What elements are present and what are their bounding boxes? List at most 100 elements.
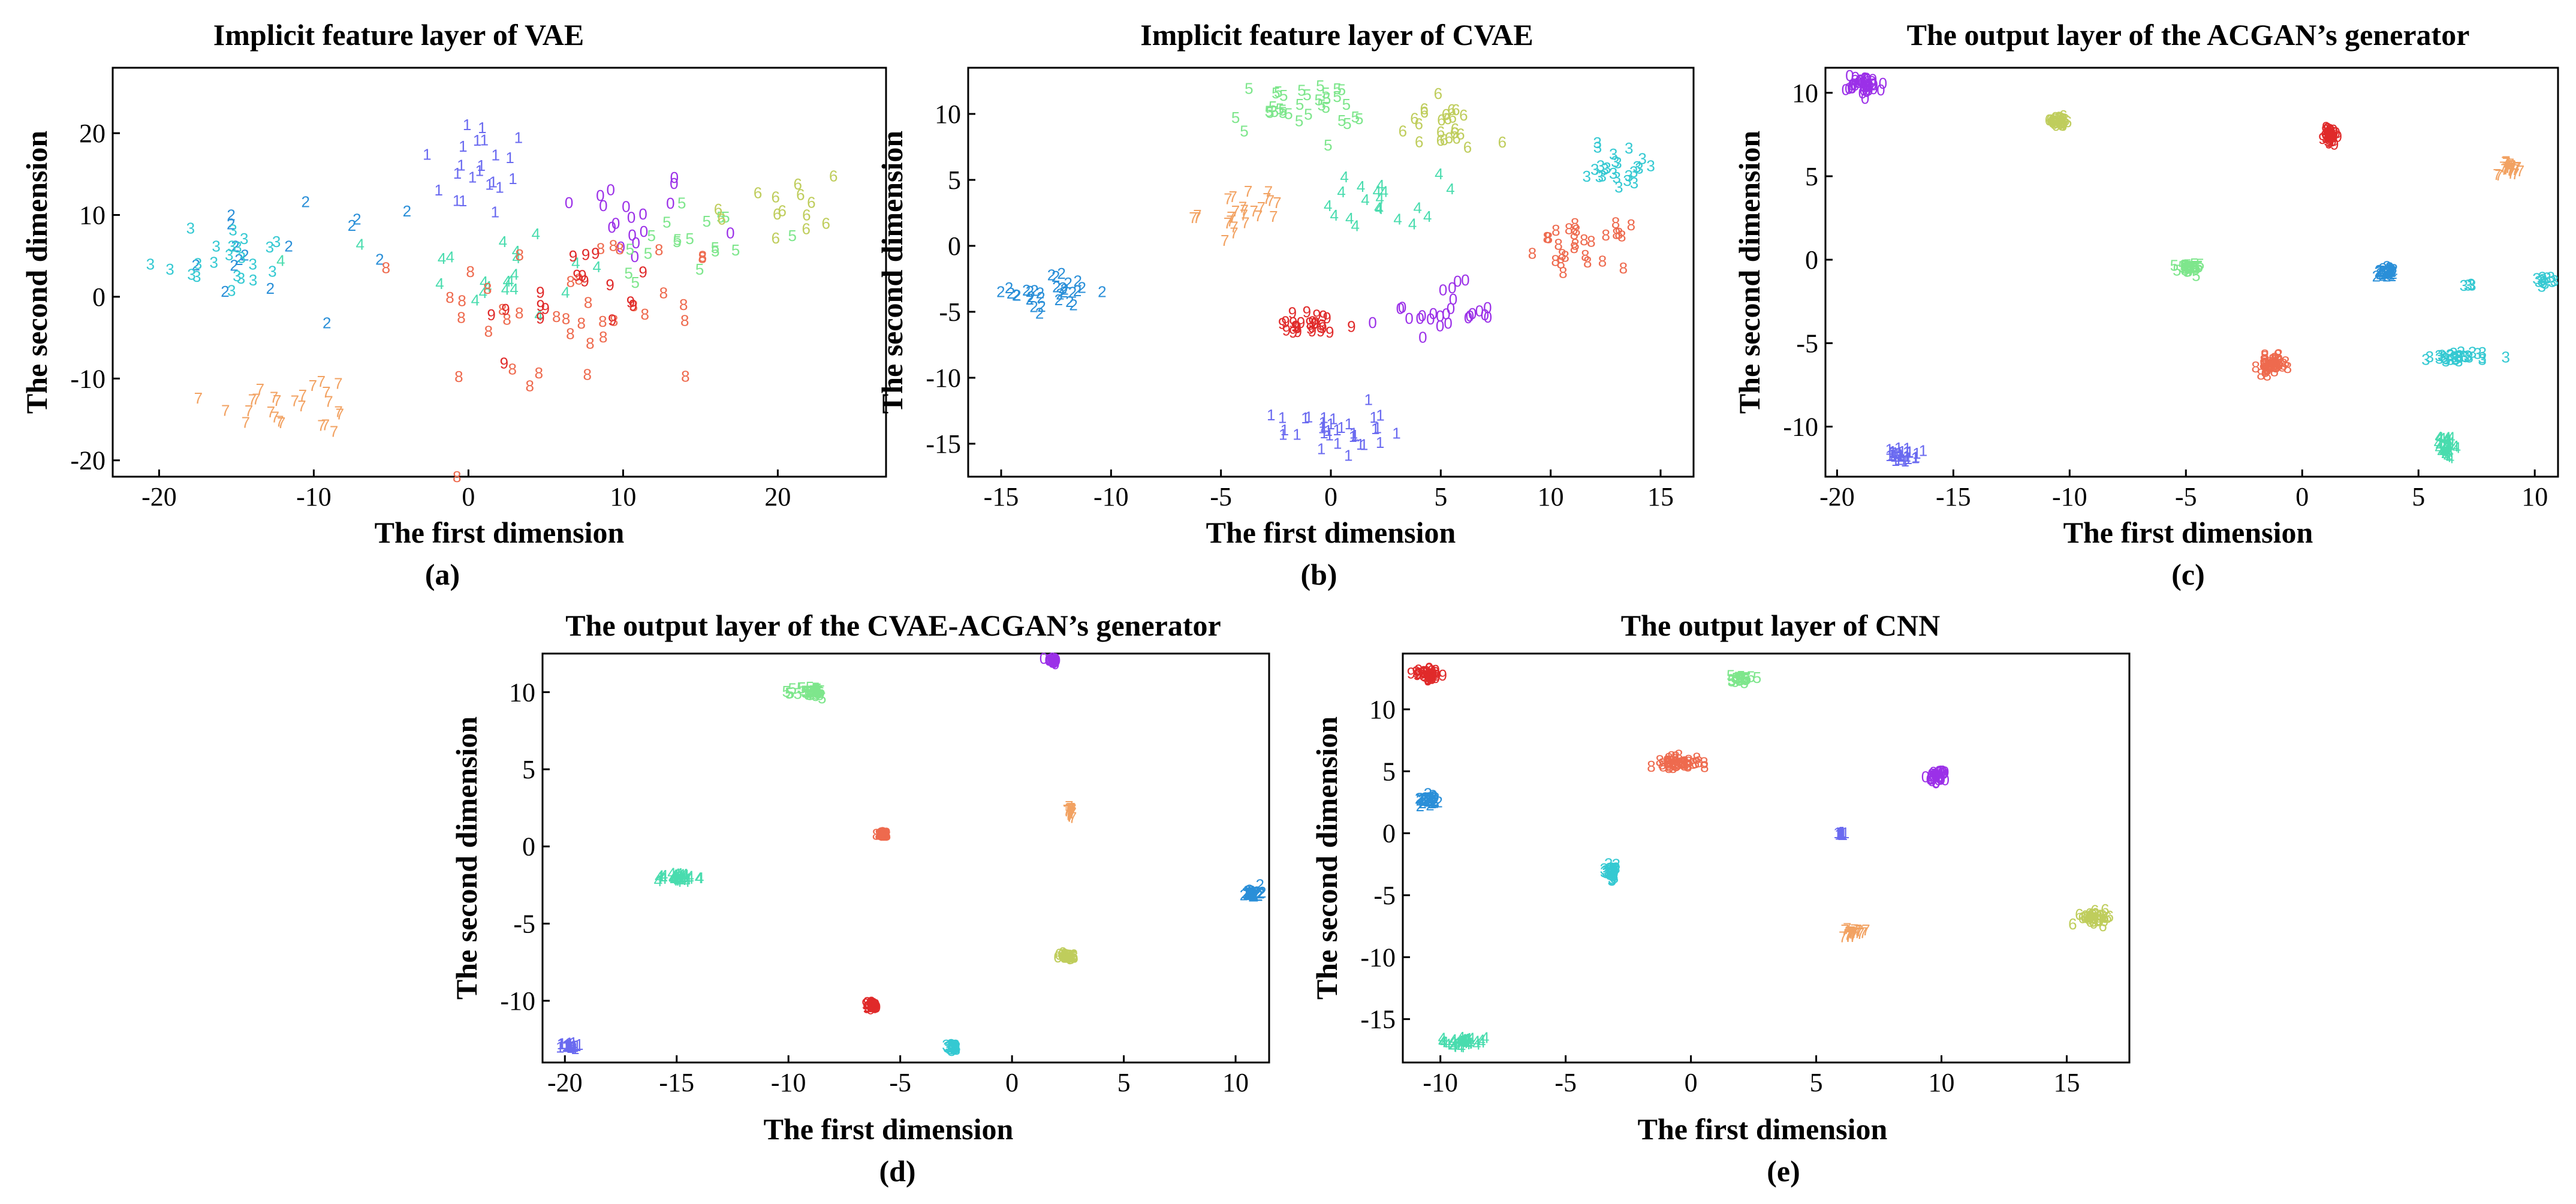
- scatter-point-digit-8: 8: [2274, 356, 2283, 374]
- scatter-point-digit-6: 6: [2051, 113, 2059, 131]
- scatter-point-digit-5: 5: [673, 231, 682, 249]
- scatter-point-digit-3: 3: [2550, 272, 2559, 290]
- scatter-point-digit-7: 7: [321, 416, 330, 434]
- scatter-point-digit-4: 4: [671, 868, 679, 886]
- scatter-point-digit-2: 2: [2378, 260, 2387, 278]
- scatter-point-digit-0: 0: [1857, 72, 1865, 90]
- scatter-point-digit-0: 0: [1051, 651, 1059, 669]
- x-tick-label: 20: [764, 482, 791, 511]
- scatter-point-digit-4: 4: [2443, 434, 2451, 452]
- scatter-point-digit-4: 4: [679, 869, 687, 887]
- scatter-point-digit-7: 7: [1230, 218, 1238, 236]
- scatter-point-digit-2: 2: [301, 193, 309, 211]
- scatter-point-digit-7: 7: [1263, 189, 1271, 207]
- scatter-point-digit-6: 6: [1436, 123, 1445, 141]
- y-tick-label: -20: [70, 446, 106, 475]
- scatter-point-digit-3: 3: [272, 233, 281, 251]
- y-tick-label: -5: [1796, 329, 1818, 358]
- scatter-point-digit-0: 0: [1845, 67, 1854, 85]
- scatter-point-digit-1: 1: [475, 162, 484, 180]
- scatter-point-digit-7: 7: [2506, 155, 2514, 173]
- scatter-point-digit-4: 4: [2441, 446, 2450, 464]
- scatter-point-digit-1: 1: [1281, 421, 1289, 439]
- scatter-point-digit-1: 1: [1278, 408, 1287, 426]
- panel-d-xlabel: The first dimension: [764, 1112, 1014, 1146]
- scatter-point-digit-2: 2: [2382, 264, 2391, 282]
- scatter-point-digit-8: 8: [2278, 357, 2286, 375]
- scatter-point-digit-4: 4: [2447, 434, 2455, 452]
- x-tick-label: 15: [1647, 482, 1674, 511]
- scatter-point-digit-4: 4: [2435, 428, 2443, 446]
- scatter-point-digit-1: 1: [1364, 391, 1372, 409]
- scatter-point-digit-1: 1: [1329, 410, 1337, 428]
- scatter-point-digit-0: 0: [606, 181, 614, 199]
- scatter-point-digit-5: 5: [716, 208, 725, 226]
- scatter-point-digit-7: 7: [317, 417, 326, 435]
- scatter-point-digit-4: 4: [561, 284, 570, 302]
- scatter-point-digit-0: 0: [1842, 80, 1850, 98]
- scatter-point-digit-2: 2: [1246, 884, 1254, 902]
- scatter-point-digit-4: 4: [667, 864, 676, 882]
- scatter-point-digit-8: 8: [2274, 353, 2283, 371]
- scatter-point-digit-7: 7: [271, 408, 279, 426]
- scatter-point-digit-2: 2: [221, 282, 229, 300]
- scatter-point-digit-0: 0: [1040, 649, 1048, 667]
- scatter-point-digit-2: 2: [1027, 288, 1035, 306]
- scatter-point-digit-4: 4: [2442, 444, 2450, 462]
- scatter-point-digit-4: 4: [1374, 198, 1382, 216]
- scatter-point-digit-7: 7: [248, 390, 257, 408]
- x-tick-label: -10: [1423, 1068, 1458, 1097]
- scatter-point-digit-0: 0: [1855, 73, 1863, 91]
- scatter-point-digit-1: 1: [1905, 443, 1914, 461]
- scatter-point-digit-2: 2: [1073, 282, 1081, 300]
- scatter-point-digit-1: 1: [1896, 446, 1905, 464]
- scatter-point-digit-7: 7: [1231, 202, 1240, 220]
- scatter-point-digit-9: 9: [2324, 124, 2333, 142]
- scatter-point-digit-2: 2: [348, 216, 356, 234]
- scatter-point-digit-9: 9: [1316, 322, 1325, 340]
- scatter-point-digit-4: 4: [479, 284, 487, 302]
- scatter-point-digit-1: 1: [1899, 451, 1908, 469]
- scatter-point-digit-7: 7: [1193, 206, 1201, 224]
- scatter-point-digit-2: 2: [1007, 284, 1015, 302]
- scatter-point-digit-3: 3: [2450, 348, 2458, 366]
- scatter-point-digit-3: 3: [952, 1038, 960, 1056]
- x-tick-label: 0: [1685, 1068, 1698, 1097]
- scatter-point-digit-5: 5: [1266, 104, 1274, 122]
- scatter-point-digit-7: 7: [2511, 161, 2519, 179]
- scatter-point-digit-4: 4: [2453, 439, 2461, 457]
- scatter-point-digit-5: 5: [1333, 80, 1341, 98]
- scatter-point-digit-7: 7: [2508, 160, 2516, 178]
- scatter-point-digit-5: 5: [1333, 88, 1341, 106]
- scatter-point-digit-1: 1: [1895, 444, 1903, 462]
- scatter-point-digit-2: 2: [2385, 259, 2394, 277]
- scatter-point-digit-6: 6: [2063, 113, 2072, 131]
- scatter-point-digit-1: 1: [1891, 444, 1899, 462]
- y-tick-label: 0: [92, 282, 106, 312]
- scatter-point-digit-3: 3: [1582, 167, 1590, 185]
- scatter-point-digit-4: 4: [675, 865, 683, 883]
- scatter-point-digit-2: 2: [1005, 279, 1013, 297]
- scatter-point-digit-3: 3: [1625, 139, 1633, 157]
- scatter-point-digit-1: 1: [1885, 441, 1894, 459]
- scatter-point-digit-9: 9: [1292, 317, 1300, 335]
- scatter-point-digit-2: 2: [1098, 283, 1106, 301]
- scatter-point-digit-4: 4: [2441, 442, 2450, 460]
- scatter-point-digit-1: 1: [1894, 450, 1902, 468]
- scatter-point-digit-7: 7: [267, 403, 275, 421]
- scatter-point-digit-8: 8: [1565, 220, 1573, 238]
- scatter-point-digit-4: 4: [2446, 449, 2454, 467]
- scatter-point-digit-5: 5: [1343, 115, 1351, 133]
- scatter-point-digit-6: 6: [2058, 110, 2066, 128]
- scatter-point-digit-9: 9: [569, 247, 577, 265]
- scatter-point-digit-3: 3: [2478, 344, 2487, 362]
- scatter-point-digit-5: 5: [2178, 257, 2186, 275]
- scatter-point-digit-8: 8: [583, 366, 591, 384]
- scatter-point-digit-8: 8: [659, 284, 668, 302]
- scatter-point-digit-5: 5: [2180, 259, 2188, 277]
- scatter-point-digit-6: 6: [2054, 108, 2063, 126]
- scatter-point-digit-6: 6: [1436, 131, 1445, 149]
- scatter-point-digit-0: 0: [1396, 300, 1405, 318]
- scatter-point-digit-2: 2: [2384, 261, 2393, 279]
- scatter-point-digit-9: 9: [2322, 118, 2330, 136]
